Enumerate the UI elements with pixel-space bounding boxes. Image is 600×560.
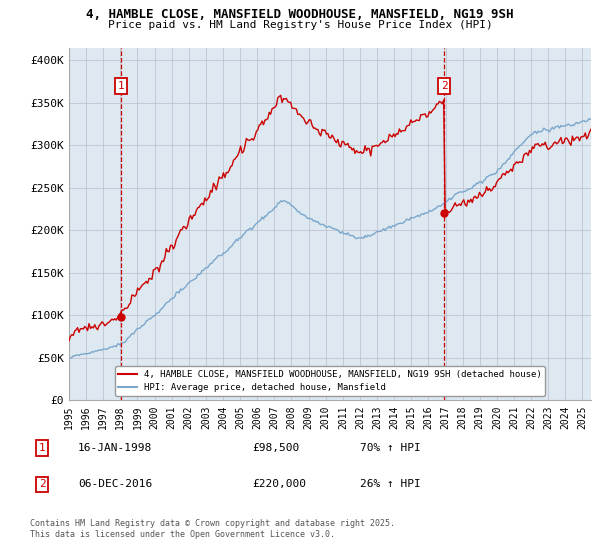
Text: Price paid vs. HM Land Registry's House Price Index (HPI): Price paid vs. HM Land Registry's House … [107,20,493,30]
Text: 4, HAMBLE CLOSE, MANSFIELD WOODHOUSE, MANSFIELD, NG19 9SH: 4, HAMBLE CLOSE, MANSFIELD WOODHOUSE, MA… [86,8,514,21]
Text: 16-JAN-1998: 16-JAN-1998 [78,443,152,453]
Legend: 4, HAMBLE CLOSE, MANSFIELD WOODHOUSE, MANSFIELD, NG19 9SH (detached house), HPI:: 4, HAMBLE CLOSE, MANSFIELD WOODHOUSE, MA… [115,366,545,396]
Text: 1: 1 [118,81,124,91]
Text: Contains HM Land Registry data © Crown copyright and database right 2025.
This d: Contains HM Land Registry data © Crown c… [30,520,395,539]
Text: 2: 2 [441,81,448,91]
Text: 26% ↑ HPI: 26% ↑ HPI [360,479,421,489]
Text: £98,500: £98,500 [252,443,299,453]
Text: 2: 2 [38,479,46,489]
Text: 1: 1 [38,443,46,453]
Text: 70% ↑ HPI: 70% ↑ HPI [360,443,421,453]
Text: 06-DEC-2016: 06-DEC-2016 [78,479,152,489]
Text: £220,000: £220,000 [252,479,306,489]
